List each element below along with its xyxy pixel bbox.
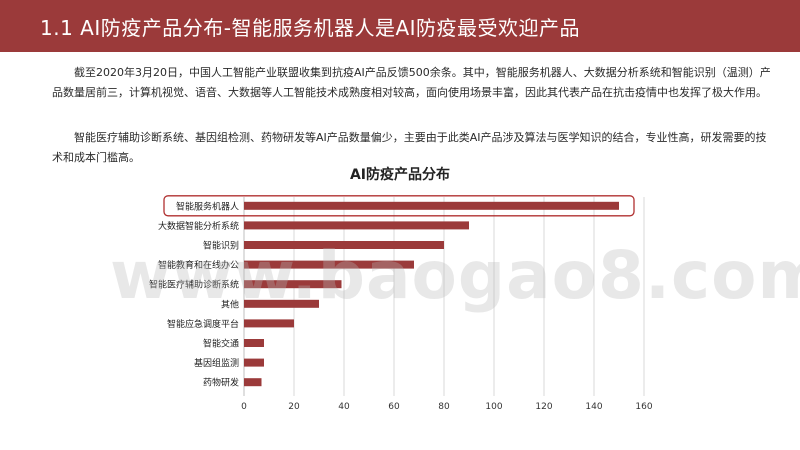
category-label: 其他 (221, 298, 239, 310)
category-label: 药物研发 (203, 377, 239, 389)
bar (244, 378, 262, 387)
x-tick-label: 80 (438, 402, 450, 412)
bar (244, 241, 444, 249)
category-label: 基因组监测 (194, 357, 239, 369)
bar (244, 319, 294, 328)
detail-paragraph: 智能医疗辅助诊断系统、基因组检测、药物研发等AI产品数量偏少，主要由于此类AI产… (52, 131, 767, 164)
x-tick-label: 100 (485, 402, 502, 412)
x-tick-label: 120 (535, 402, 552, 412)
x-tick-label: 140 (585, 402, 602, 412)
chart-title: AI防疫产品分布 (349, 167, 451, 183)
bar (244, 260, 414, 269)
bar (244, 339, 264, 347)
bar (244, 299, 319, 308)
category-label: 智能服务机器人 (176, 200, 239, 212)
x-tick-label: 0 (241, 402, 247, 412)
page-title: 1.1 AI防疫产品分布-智能服务机器人是AI防疫最受欢迎产品 (40, 16, 581, 40)
bar (244, 201, 619, 210)
bar (244, 280, 342, 289)
title-bar: 1.1 AI防疫产品分布-智能服务机器人是AI防疫最受欢迎产品 (0, 0, 800, 52)
bar (244, 221, 469, 230)
category-label: 智能识别 (203, 240, 239, 252)
intro-paragraph: 截至2020年3月20日，中国人工智能产业联盟收集到抗疫AI产品反馈500余条。… (52, 66, 771, 99)
category-label: 智能应急调度平台 (167, 318, 239, 330)
highlight-box (163, 195, 635, 217)
bar (244, 358, 264, 367)
x-tick-label: 60 (388, 402, 400, 412)
x-tick-label: 20 (288, 402, 300, 412)
category-label: 智能交通 (203, 338, 239, 350)
category-label: 智能教育和在线办公 (158, 259, 239, 271)
category-label: 大数据智能分析系统 (158, 220, 239, 232)
x-tick-label: 40 (338, 402, 350, 412)
category-label: 智能医疗辅助诊断系统 (149, 279, 239, 291)
x-tick-label: 160 (635, 402, 652, 412)
